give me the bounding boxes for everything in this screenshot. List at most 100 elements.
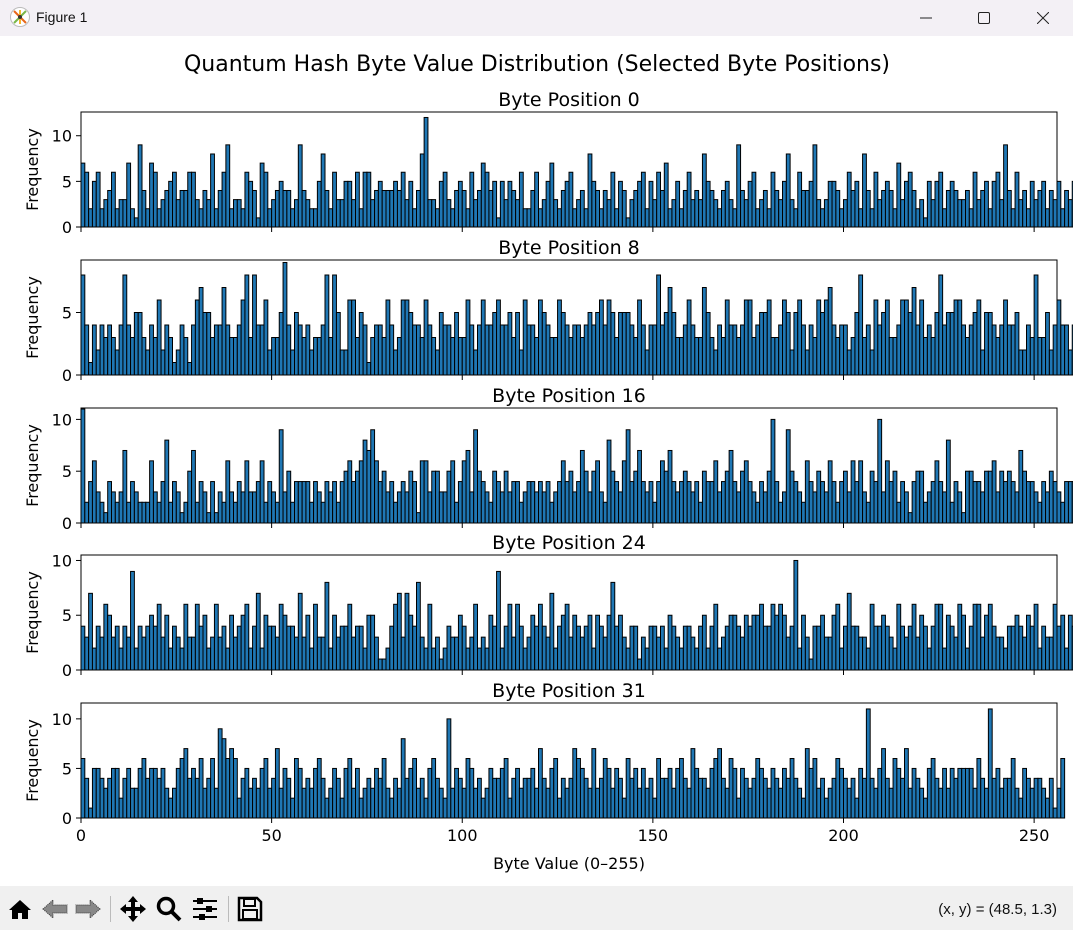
histogram-bar [419, 460, 425, 524]
figure-canvas[interactable]: Quantum Hash Byte Value Distribution (Se… [0, 36, 1073, 886]
histogram-bar [938, 603, 944, 671]
histogram-bar [438, 312, 444, 376]
histogram-bar [934, 777, 940, 819]
histogram-bar [370, 614, 376, 671]
histogram-bar [355, 470, 360, 524]
histogram-bar [469, 324, 475, 376]
histogram-bar [648, 625, 654, 671]
histogram-bar [221, 625, 227, 671]
close-button[interactable] [1014, 0, 1072, 36]
histogram-bar [152, 491, 158, 524]
histogram-bar [236, 625, 242, 671]
histogram-bar [599, 625, 604, 671]
histogram-bar [728, 324, 734, 376]
histogram-bar [164, 787, 170, 819]
histogram-bar [923, 501, 928, 524]
histogram-bar [240, 491, 246, 524]
histogram-bar [820, 312, 825, 376]
histogram-bar [583, 208, 589, 228]
histogram-bar [930, 199, 936, 228]
histogram-bar [579, 337, 585, 376]
histogram-bar [229, 337, 234, 376]
histogram-bar [618, 777, 623, 819]
histogram-bar [99, 636, 105, 671]
histogram-bar [541, 312, 547, 376]
histogram-bar [621, 636, 627, 671]
histogram-bar [812, 625, 818, 671]
histogram-bar [606, 767, 612, 819]
histogram-bar [160, 767, 166, 819]
histogram-bar [313, 337, 318, 376]
histogram-bar [560, 312, 566, 376]
maximize-button[interactable] [955, 0, 1013, 36]
histogram-bar [175, 199, 181, 228]
histogram-bar [968, 767, 974, 819]
histogram-bar [923, 337, 928, 376]
histogram-bar [919, 199, 925, 228]
histogram-bar [621, 189, 627, 228]
histogram-bar [301, 189, 307, 228]
histogram-bar [351, 787, 356, 819]
histogram-bar [324, 189, 330, 228]
histogram-bar [114, 625, 120, 671]
histogram-bar [698, 337, 703, 376]
pan-button[interactable] [118, 894, 148, 924]
histogram-bar [648, 481, 654, 524]
histogram-bar [549, 162, 555, 228]
histogram-bar [91, 460, 97, 524]
histogram-bar [610, 470, 616, 524]
histogram-bar [938, 787, 944, 819]
histogram-bar [762, 312, 768, 376]
histogram-bar [133, 312, 139, 376]
histogram-bar [324, 274, 330, 376]
histogram-bar [191, 171, 196, 228]
histogram-bar [827, 180, 833, 228]
histogram-bar [244, 767, 250, 819]
histogram-bar [900, 777, 905, 819]
histogram-bar [263, 758, 269, 819]
histogram-bar [724, 787, 730, 819]
histogram-bar [499, 767, 505, 819]
save-button[interactable] [235, 894, 265, 924]
histogram-bar [576, 625, 581, 671]
histogram-bar [961, 767, 966, 819]
configure-subplots-button[interactable] [190, 894, 220, 924]
histogram-bar [724, 470, 730, 524]
histogram-bar [804, 636, 810, 671]
histogram-bar [1060, 501, 1066, 524]
histogram-bar [686, 787, 692, 819]
histogram-bar [930, 481, 936, 524]
histogram-bar [454, 501, 459, 524]
zoom-button[interactable] [154, 894, 184, 924]
histogram-bar [1045, 208, 1050, 228]
histogram-bar [137, 767, 143, 819]
y-tick-label: 0 [62, 661, 72, 680]
histogram-bar [145, 777, 151, 819]
histogram-bar [675, 636, 681, 671]
histogram-bar [1056, 299, 1062, 376]
back-button[interactable] [40, 894, 70, 924]
histogram-bar [896, 603, 902, 671]
histogram-bar [358, 797, 364, 819]
minimize-button[interactable] [897, 0, 955, 36]
histogram-bar [385, 299, 391, 376]
home-button[interactable] [5, 894, 35, 924]
histogram-bar [518, 787, 524, 819]
histogram-bar [686, 299, 692, 376]
histogram-bar [774, 189, 780, 228]
histogram-bar [244, 171, 250, 228]
histogram-bar [862, 491, 867, 524]
histogram-bar [820, 777, 825, 819]
histogram-bar [1006, 324, 1012, 376]
histogram-bar [172, 171, 177, 228]
histogram-bar [1018, 797, 1024, 819]
histogram-bar [469, 491, 475, 524]
histogram-bar [858, 274, 864, 376]
histogram-bar [95, 625, 101, 671]
histogram-bar [709, 189, 715, 228]
histogram-bar [560, 614, 566, 671]
histogram-bar [961, 512, 966, 524]
forward-button[interactable] [73, 894, 103, 924]
histogram-bar [679, 337, 684, 376]
histogram-bar [175, 636, 181, 671]
